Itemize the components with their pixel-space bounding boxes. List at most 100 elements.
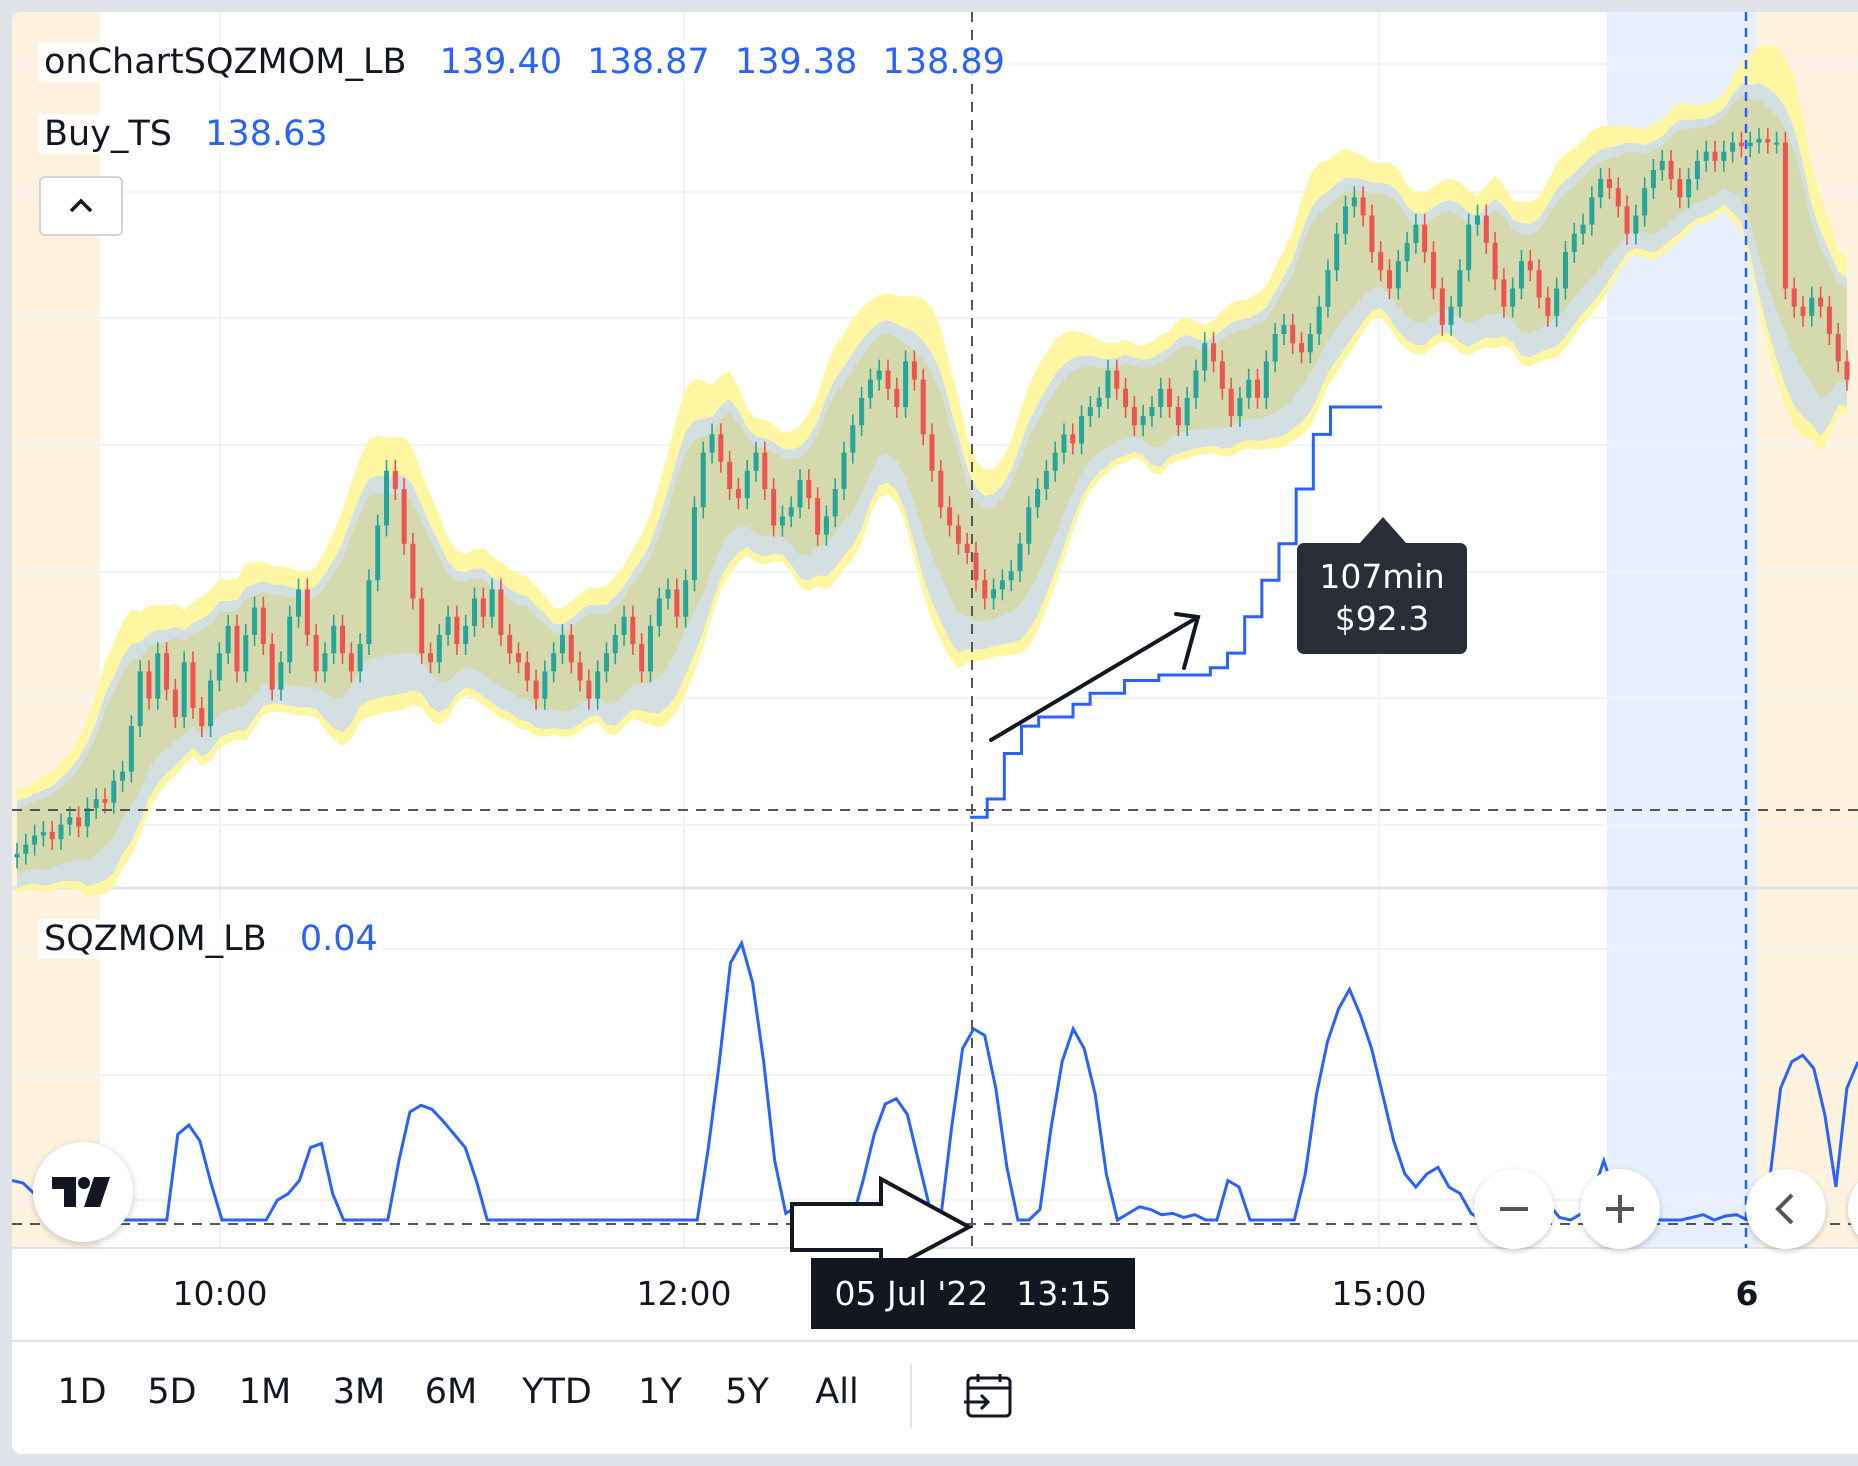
candle-body [313,634,319,672]
main-study-legend[interactable]: onChartSQZMOM_LB 139.40 138.87 139.38 13… [38,42,1011,82]
time-tick-label: 12:00 [636,1274,732,1313]
toolbar-divider [910,1364,912,1428]
open-value: 139.40 [439,42,563,82]
candle-body [1167,388,1173,407]
candle-body [1730,142,1736,152]
candle-body [1193,370,1199,398]
candle-body [955,525,961,544]
candle-body [146,671,152,699]
candle-body [903,361,909,407]
candle-body [172,689,178,717]
candle-body [1686,179,1692,198]
candle-body [1791,288,1797,307]
candle-body [164,653,170,690]
range-1y-button[interactable]: 1Y [638,1372,682,1412]
scroll-right-button[interactable] [1848,1169,1858,1249]
range-all-button[interactable]: All [815,1372,859,1412]
chart-canvas[interactable] [12,12,1858,1454]
candle-body [1307,334,1313,353]
zoom-in-button[interactable] [1580,1169,1660,1249]
candle-body [709,434,715,453]
chevron-up-icon [69,198,93,213]
candle-body [1105,370,1111,398]
candle-body [1228,388,1234,417]
candle-body [1457,270,1463,307]
range-5d-button[interactable]: 5D [147,1372,197,1412]
range-5y-button[interactable]: 5Y [725,1372,769,1412]
candle-body [797,479,803,508]
candle-body [480,598,486,617]
momentum-legend[interactable]: SQZMOM_LB 0.04 [38,919,384,959]
range-3m-button[interactable]: 3M [332,1372,386,1412]
trend-arrow [989,612,1201,742]
candle-body [1026,507,1032,544]
candle-body [621,616,627,635]
close-value: 138.89 [882,42,1005,82]
candle-body [806,479,812,499]
tooltip-duration: 107min [1319,557,1445,596]
candle-body [753,452,759,471]
candle-body [1237,397,1243,417]
candle-body [419,598,425,654]
candle-body [1483,215,1489,243]
candle-body [1650,169,1656,189]
candle-body [1800,306,1806,316]
range-ytd-button[interactable]: YTD [522,1372,592,1412]
candle-body [1659,160,1665,170]
buy-ts-legend[interactable]: Buy_TS 138.63 [38,114,334,154]
crosshair-time: 13:15 [1016,1274,1112,1313]
candle-body [1202,343,1208,371]
candle-body [507,634,513,654]
candle-body [1430,252,1436,289]
collapse-legend-button[interactable] [39,176,123,236]
candle-body [533,680,539,699]
candle-body [1518,261,1524,289]
candle-body [1299,343,1305,353]
candle-body [375,525,381,581]
candle-body [1721,151,1727,161]
candle-body [428,653,434,663]
candle-body [322,653,328,672]
scroll-left-button[interactable] [1746,1169,1826,1249]
candle-body [964,543,970,553]
candle-body [1255,379,1261,398]
candle-body [1633,215,1639,234]
range-1m-button[interactable]: 1M [238,1372,292,1412]
candle-body [1211,343,1217,362]
zoom-out-button[interactable] [1474,1169,1554,1249]
candle-body [665,589,671,599]
candle-body [102,799,108,803]
candle-body [885,370,891,389]
crosshair-date: 05 Jul '22 [834,1274,989,1313]
candle-body [1387,270,1392,289]
candle-body [1747,142,1753,147]
candle-body [84,808,90,827]
momentum-value: 0.04 [299,919,378,959]
tooltip-amount: $92.3 [1334,599,1430,638]
candle-body [472,598,477,626]
candle-body [14,853,20,858]
candle-body [1263,361,1269,398]
candle-body [1510,288,1516,307]
candle-body [859,397,865,426]
candle-body [208,680,214,727]
candle-body [1501,279,1507,307]
candle-body [1061,434,1067,453]
tradingview-logo[interactable] [33,1142,133,1242]
candle-body [1008,571,1014,581]
candle-body [304,589,310,635]
candle-body [1527,261,1533,271]
candle-body [524,662,530,681]
candle-body [1703,151,1709,161]
go-to-date-button[interactable] [954,1364,1024,1430]
candle-body [1756,138,1762,143]
range-6m-button[interactable]: 6M [424,1372,478,1412]
candle-body [1448,306,1454,325]
candle-body [1351,197,1357,207]
candle-body [1378,252,1384,271]
candle-body [1149,407,1155,417]
candle-body [876,370,882,380]
candle-body [1668,160,1674,180]
candle-body [498,589,504,635]
range-1d-button[interactable]: 1D [57,1372,107,1412]
